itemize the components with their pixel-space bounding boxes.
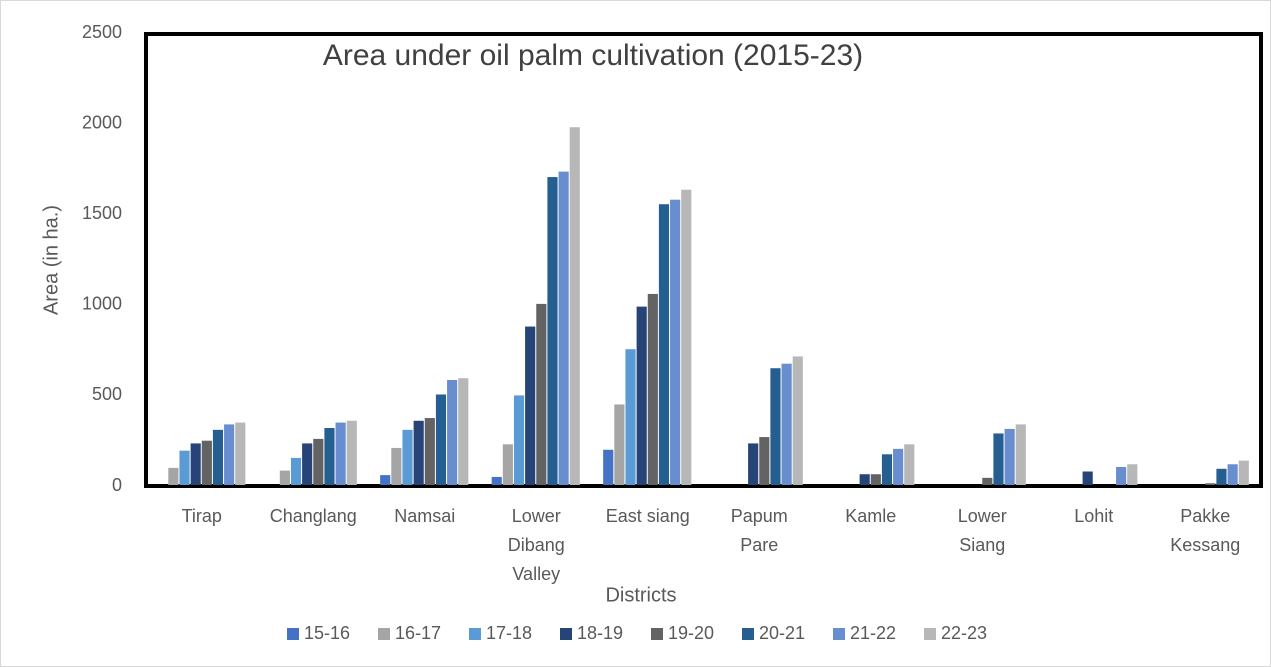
bar: [1004, 428, 1015, 486]
bar: [290, 457, 302, 486]
x-axis-label: Districts: [605, 584, 676, 606]
bar: [235, 422, 246, 486]
y-axis-label: Area (in ha.): [40, 205, 62, 315]
bar: [424, 418, 435, 486]
bar: [391, 447, 402, 486]
x-tick-label: Lohit: [1074, 506, 1113, 526]
bar: [881, 454, 893, 486]
bar: [870, 474, 881, 486]
bar: [982, 477, 993, 486]
bar: [1116, 466, 1127, 486]
legend-label: 18-19: [577, 623, 623, 643]
bar: [380, 475, 391, 486]
bar: [525, 326, 536, 486]
bar: [558, 171, 569, 487]
bar: [413, 420, 424, 486]
x-tick-label: Changlang: [270, 506, 357, 526]
bar: [447, 379, 458, 486]
y-tick-label: 1000: [82, 294, 122, 314]
x-tick-label: Tirap: [182, 506, 222, 526]
bar: [569, 127, 580, 486]
bar: [993, 433, 1004, 486]
legend-swatch: [833, 628, 845, 640]
bar: [212, 429, 224, 486]
chart-title: Area under oil palm cultivation (2015-23…: [323, 39, 863, 72]
bar: [1238, 460, 1249, 486]
x-tick-label: Papum Pare: [731, 506, 788, 555]
bar: [636, 306, 647, 486]
bar: [625, 349, 636, 486]
legend-label: 17-18: [486, 623, 532, 643]
bar: [893, 448, 904, 486]
x-tick-label: Lower Dibang Valley: [508, 506, 565, 584]
bar: [658, 204, 670, 486]
y-tick-label: 1500: [82, 203, 122, 223]
bar: [279, 470, 290, 486]
legend-label: 19-20: [668, 623, 714, 643]
legend-swatch: [651, 628, 663, 640]
legend-swatch: [742, 628, 754, 640]
legend-swatch: [378, 628, 390, 640]
x-tick-label: Namsai: [394, 506, 455, 526]
legend-swatch: [287, 628, 299, 640]
bar: [681, 189, 692, 486]
bar: [781, 363, 792, 486]
y-tick-label: 500: [92, 384, 122, 404]
bar: [1127, 464, 1138, 486]
bar: [458, 378, 469, 486]
bar: [603, 449, 614, 486]
bar: [536, 303, 547, 486]
bar: [502, 444, 513, 486]
x-tick-label: East siang: [606, 506, 690, 526]
x-tick-label: Lower Siang: [958, 506, 1007, 555]
bar: [1015, 424, 1026, 486]
x-tick-label: Kamle: [845, 506, 896, 526]
bar: [402, 429, 413, 486]
y-tick-label: 2000: [82, 112, 122, 132]
bar: [759, 437, 770, 486]
bar: [748, 443, 759, 486]
y-tick-label: 2500: [82, 22, 122, 42]
bar: [770, 368, 781, 486]
legend-label: 22-23: [941, 623, 987, 643]
bar: [1205, 483, 1216, 486]
bar: [614, 404, 625, 486]
x-tick-label: Pakke Kessang: [1170, 506, 1240, 555]
bar: [513, 395, 525, 486]
bar: [547, 177, 558, 486]
legend-label: 20-21: [759, 623, 805, 643]
bar: [647, 293, 658, 486]
bar: [1082, 471, 1093, 486]
bar: [190, 443, 201, 486]
bar: [313, 438, 324, 486]
bar: [1227, 464, 1238, 486]
legend-label: 21-22: [850, 623, 896, 643]
bar: [335, 422, 346, 486]
bar: [792, 356, 803, 486]
bar: [224, 424, 235, 486]
bar: [904, 444, 915, 486]
bar: [1216, 468, 1227, 486]
y-tick-label: 0: [112, 475, 122, 495]
bar: [324, 428, 335, 486]
bar: [168, 467, 179, 486]
legend-label: 15-16: [304, 623, 350, 643]
bar: [346, 420, 357, 486]
legend-swatch: [924, 628, 936, 640]
legend-label: 16-17: [395, 623, 441, 643]
bar: [302, 443, 313, 486]
bar: [670, 199, 681, 487]
bar: [859, 474, 870, 486]
legend-swatch: [560, 628, 572, 640]
bar: [179, 450, 190, 486]
legend-swatch: [469, 628, 481, 640]
bar: [435, 394, 447, 486]
bar: [491, 476, 502, 486]
bar: [201, 440, 212, 486]
